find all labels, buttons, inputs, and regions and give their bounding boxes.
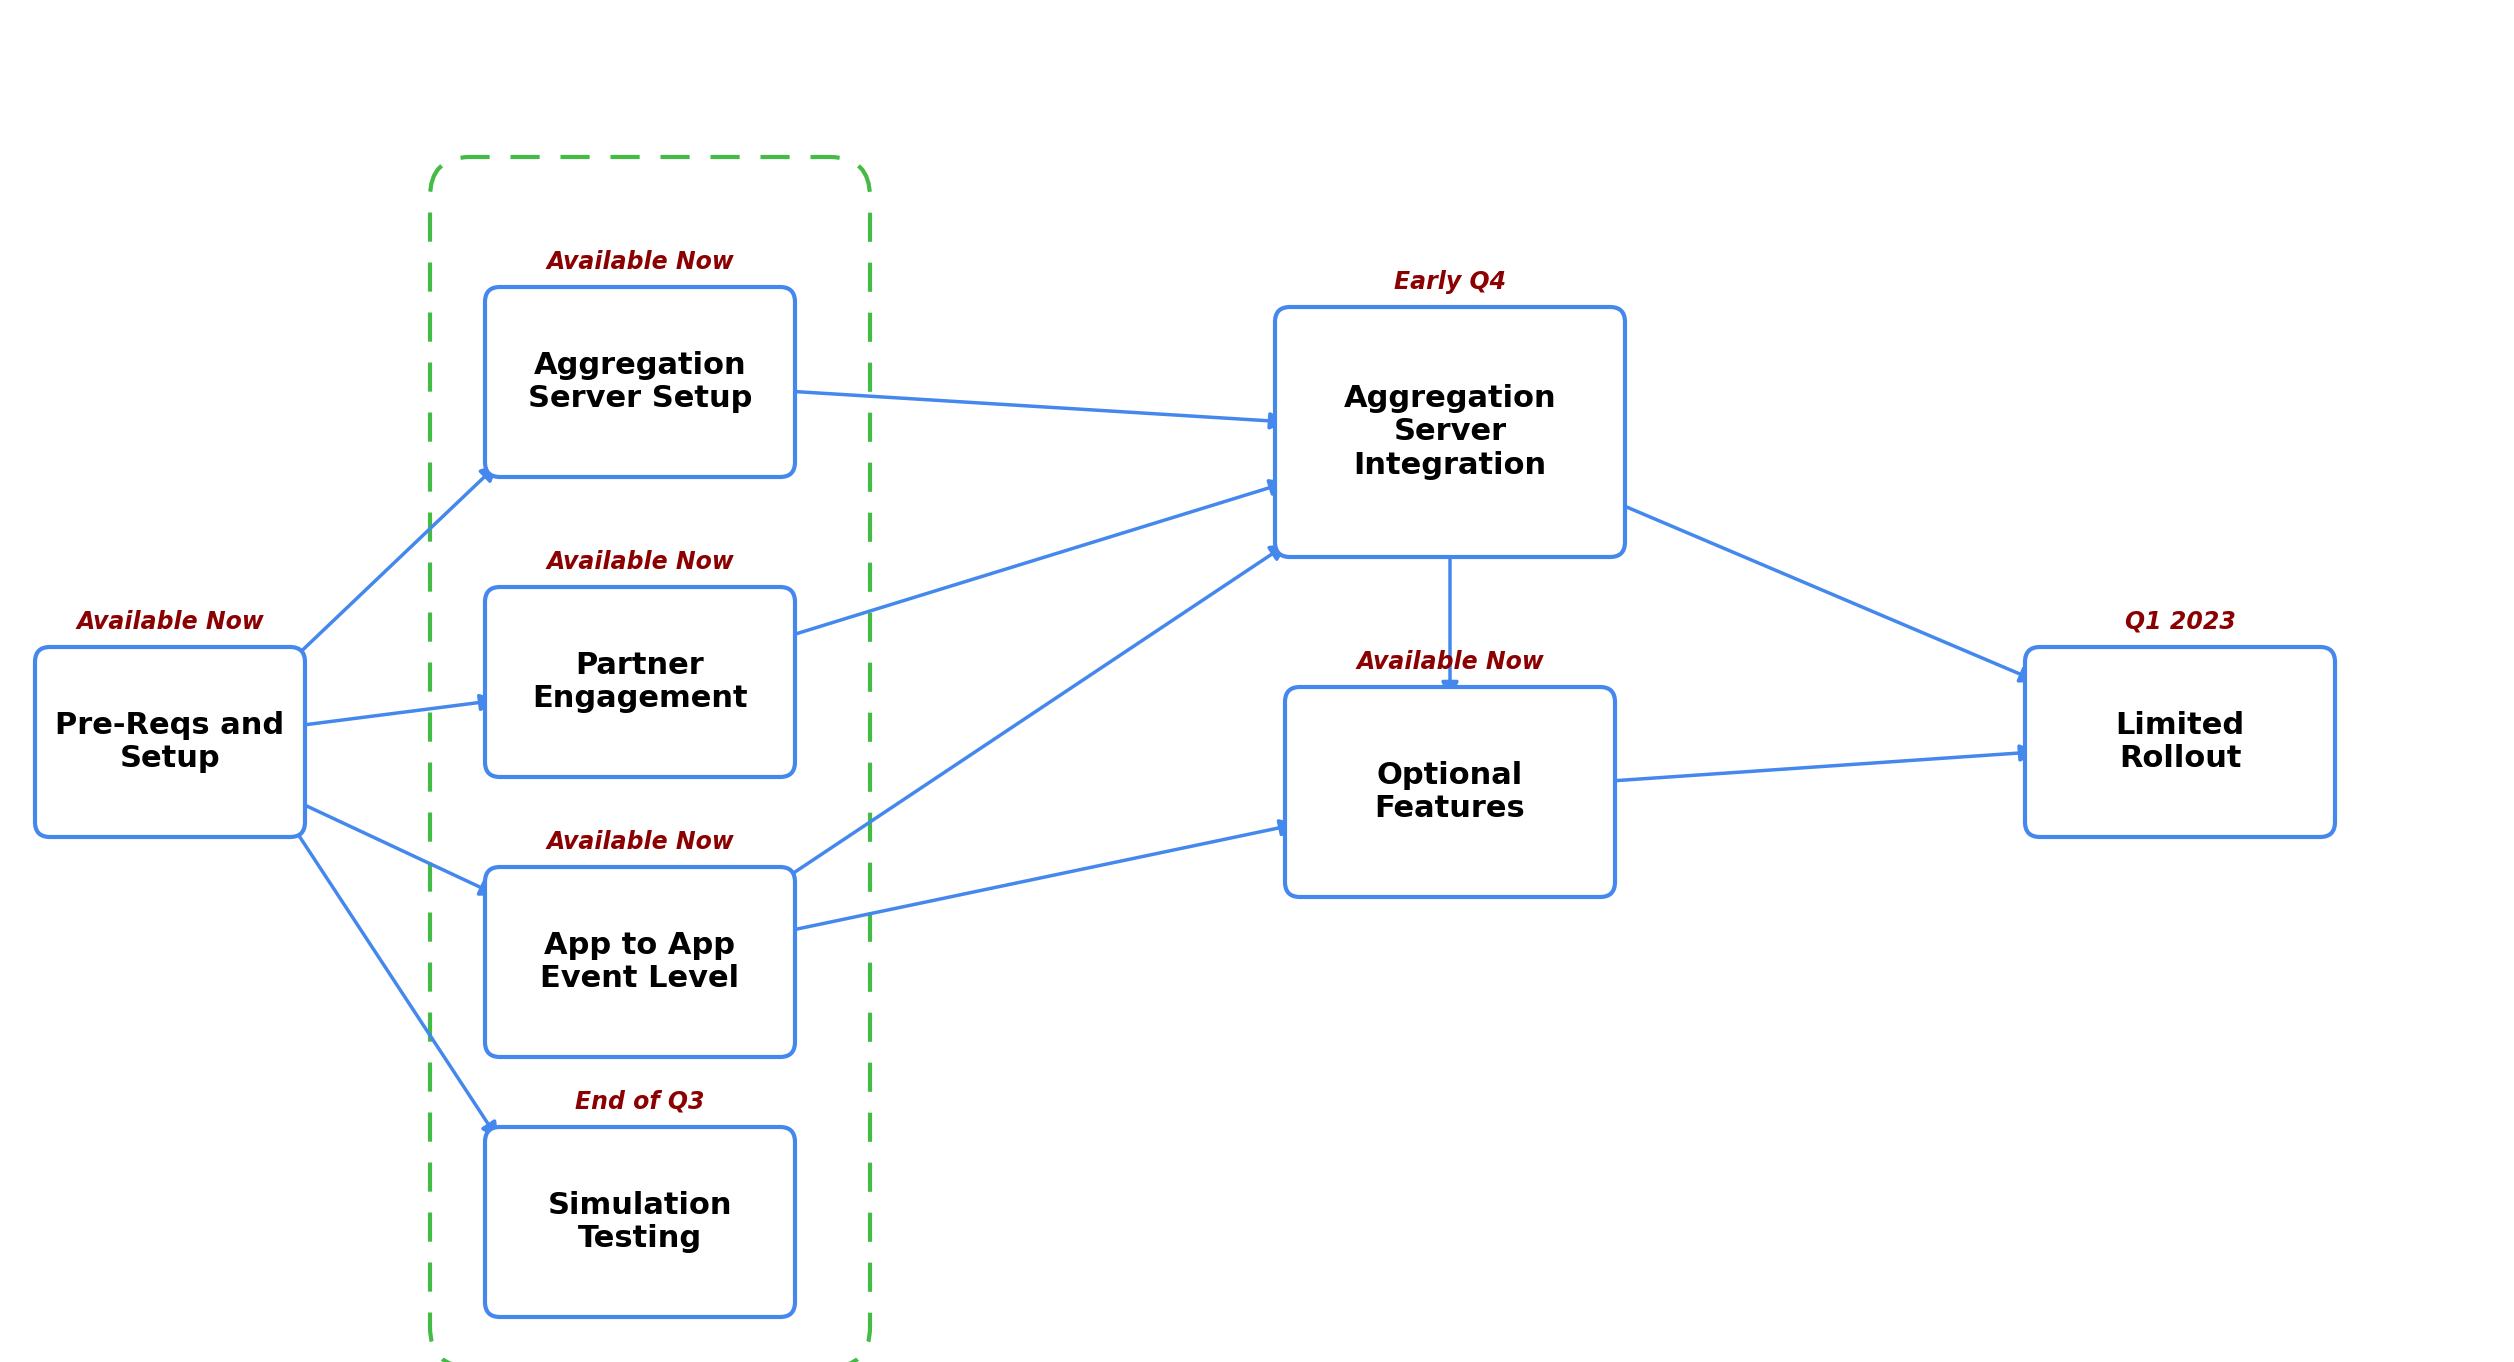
Text: Available Now: Available Now [546,829,734,854]
Text: Available Now: Available Now [546,251,734,274]
Text: Optional
Features: Optional Features [1375,761,1526,823]
FancyBboxPatch shape [485,868,794,1057]
Text: Early Q4: Early Q4 [1393,270,1506,294]
FancyBboxPatch shape [2024,647,2336,838]
FancyBboxPatch shape [485,587,794,776]
Text: Limited
Rollout: Limited Rollout [2114,711,2245,774]
Text: Partner
Engagement: Partner Engagement [533,651,747,714]
FancyBboxPatch shape [485,1126,794,1317]
Text: End of Q3: End of Q3 [576,1090,704,1114]
FancyBboxPatch shape [485,287,794,477]
Text: Simulation
Testing: Simulation Testing [548,1190,732,1253]
Text: Available Now: Available Now [1355,650,1544,674]
Text: Available Now: Available Now [546,550,734,573]
Text: Available Now: Available Now [75,610,264,633]
FancyBboxPatch shape [1285,686,1614,898]
Text: Aggregation
Server
Integration: Aggregation Server Integration [1342,384,1556,479]
Text: Aggregation
Server Setup: Aggregation Server Setup [528,350,752,413]
FancyBboxPatch shape [1275,306,1624,557]
Text: Q1 2023: Q1 2023 [2124,610,2235,633]
FancyBboxPatch shape [35,647,304,838]
Text: Pre-Reqs and
Setup: Pre-Reqs and Setup [55,711,284,774]
Text: App to App
Event Level: App to App Event Level [541,930,739,993]
